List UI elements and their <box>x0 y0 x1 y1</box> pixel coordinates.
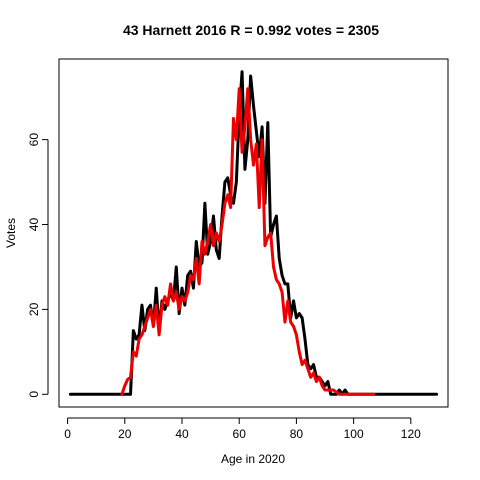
chart-title: 43 Harnett 2016 R = 0.992 votes = 2305 <box>123 22 379 38</box>
x-tick-label: 100 <box>344 427 364 441</box>
y-axis: 0 20 40 60 <box>27 133 49 398</box>
series-line-red <box>120 87 376 396</box>
y-tick-label: 20 <box>27 302 41 316</box>
x-tick-label: 0 <box>64 427 71 441</box>
series-line-black <box>68 70 439 396</box>
y-tick-label: 0 <box>27 391 41 398</box>
x-axis: 0 20 40 60 80 100 120 <box>64 417 421 441</box>
y-tick-label: 40 <box>27 218 41 232</box>
y-tick-label: 60 <box>27 133 41 147</box>
x-tick-label: 120 <box>401 427 421 441</box>
y-axis-label: Votes <box>4 218 18 248</box>
series-layer <box>68 70 439 396</box>
x-tick-label: 60 <box>233 427 247 441</box>
x-tick-label: 40 <box>175 427 189 441</box>
x-tick-label: 20 <box>118 427 132 441</box>
x-tick-label: 80 <box>290 427 304 441</box>
x-axis-label: Age in 2020 <box>221 452 285 466</box>
plot-frame <box>58 58 449 408</box>
